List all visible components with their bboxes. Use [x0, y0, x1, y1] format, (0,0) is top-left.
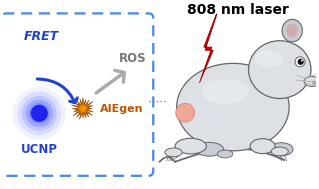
Text: ROS: ROS — [119, 52, 146, 65]
Ellipse shape — [175, 138, 206, 154]
Ellipse shape — [255, 50, 283, 67]
Ellipse shape — [29, 103, 50, 124]
Ellipse shape — [250, 139, 275, 154]
Circle shape — [298, 59, 304, 65]
Text: FRET: FRET — [24, 30, 59, 43]
Text: AIEgen: AIEgen — [100, 104, 144, 114]
Ellipse shape — [31, 105, 48, 122]
Ellipse shape — [249, 41, 311, 98]
Polygon shape — [77, 102, 89, 115]
Ellipse shape — [22, 96, 57, 131]
Ellipse shape — [18, 91, 61, 135]
Ellipse shape — [217, 150, 233, 158]
Circle shape — [176, 103, 195, 122]
Polygon shape — [71, 97, 93, 119]
Text: 808 nm laser: 808 nm laser — [187, 3, 288, 17]
Ellipse shape — [271, 147, 288, 156]
Ellipse shape — [13, 87, 66, 140]
Ellipse shape — [177, 63, 289, 151]
Ellipse shape — [196, 142, 224, 156]
Circle shape — [312, 81, 316, 85]
Ellipse shape — [304, 77, 319, 87]
Circle shape — [295, 57, 305, 67]
Ellipse shape — [202, 79, 249, 104]
Ellipse shape — [286, 24, 298, 37]
Ellipse shape — [26, 100, 53, 127]
Ellipse shape — [282, 19, 302, 42]
Ellipse shape — [270, 143, 293, 156]
Polygon shape — [199, 14, 217, 83]
Text: UCNP: UCNP — [21, 143, 58, 156]
Ellipse shape — [165, 148, 182, 157]
Circle shape — [301, 60, 303, 61]
